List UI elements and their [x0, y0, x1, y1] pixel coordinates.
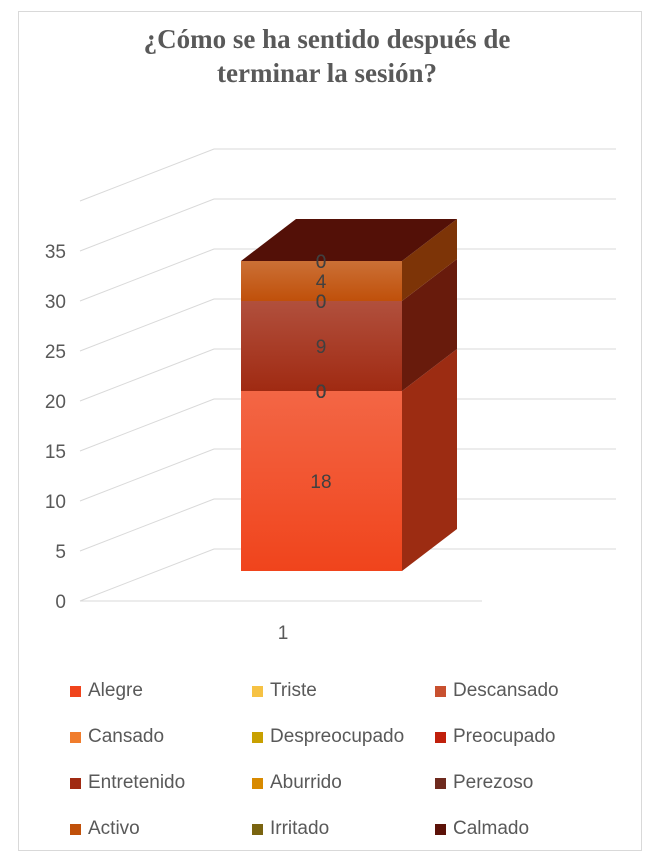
bar-top-face: [241, 219, 457, 261]
chart-title-line-2: terminar la sesión?: [217, 58, 437, 88]
y-tick-label: 30: [45, 292, 66, 313]
y-tick-label: 10: [45, 492, 66, 513]
legend-swatch: [70, 777, 81, 789]
gridline: [79, 498, 616, 552]
legend-label: Irritado: [270, 818, 330, 839]
gridlines: [79, 148, 616, 602]
gridline: [79, 348, 616, 402]
legend-label: Despreocupado: [270, 726, 405, 747]
bar-segment-front-entretenido: [241, 301, 402, 391]
legend-swatch: [435, 685, 446, 697]
bar-segment-side-alegre: [402, 349, 457, 571]
gridline: [79, 398, 616, 452]
y-tick-label: 15: [45, 442, 66, 463]
data-label-despreocupado: 0: [316, 382, 327, 403]
data-label-activo: 4: [316, 272, 327, 293]
legend-item-entretenido: Entretenido: [70, 772, 185, 794]
legend-item-triste: Triste: [252, 680, 317, 702]
legend-item-irritado: Irritado: [252, 818, 329, 840]
data-label-aburrido: 0: [316, 292, 327, 313]
bar-segment-side-activo: [402, 219, 457, 301]
legend-item-cansado: Cansado: [70, 726, 164, 748]
legend-label: Perezoso: [453, 772, 534, 793]
legend-label: Alegre: [88, 680, 143, 701]
legend-swatch: [435, 823, 446, 835]
y-tick-label: 5: [55, 542, 66, 563]
data-label-calmado: 0: [316, 252, 327, 273]
legend-label: Aburrido: [270, 772, 342, 793]
legend-swatch: [252, 731, 263, 743]
bar-segment-front-activo: [241, 261, 402, 301]
data-label-descansado: 0: [316, 382, 327, 403]
legend-item-descansado: Descansado: [435, 680, 559, 702]
legend-item-activo: Activo: [70, 818, 140, 840]
gridline: [79, 548, 616, 602]
legend-swatch: [435, 731, 446, 743]
data-label-perezoso: 0: [316, 292, 327, 313]
legend-swatch: [70, 731, 81, 743]
legend-swatch: [435, 777, 446, 789]
y-tick-label: 25: [45, 342, 66, 363]
gridline: [79, 198, 616, 252]
x-tick-label: 1: [278, 623, 289, 644]
bar-segment-side-entretenido: [402, 259, 457, 391]
data-label-cansado: 0: [316, 382, 327, 403]
legend-swatch: [252, 823, 263, 835]
chart-title-line-1: ¿Cómo se ha sentido después de: [143, 24, 511, 54]
legend-label: Activo: [88, 818, 140, 839]
legend-label: Preocupado: [453, 726, 556, 747]
legend-swatch: [252, 685, 263, 697]
data-label-entretenido: 9: [316, 337, 327, 358]
y-tick-label: 35: [45, 242, 66, 263]
bar-segment-front-alegre: [241, 391, 402, 571]
gridline: [79, 248, 616, 302]
legend-item-aburrido: Aburrido: [252, 772, 342, 794]
legend-swatch: [70, 685, 81, 697]
legend-item-perezoso: Perezoso: [435, 772, 533, 794]
y-tick-label: 20: [45, 392, 66, 413]
gridline: [79, 448, 616, 502]
legend-item-calmado: Calmado: [435, 818, 529, 840]
chart-title: ¿Cómo se ha sentido después de terminar …: [0, 22, 654, 90]
legend-item-preocupado: Preocupado: [435, 726, 555, 748]
legend-label: Triste: [270, 680, 317, 701]
data-label-irritado: 0: [316, 252, 327, 273]
legend-swatch: [252, 777, 263, 789]
legend-label: Entretenido: [88, 772, 186, 793]
legend-item-despreocupado: Despreocupado: [252, 726, 404, 748]
data-label-triste: 0: [316, 382, 327, 403]
legend-label: Calmado: [453, 818, 530, 839]
y-tick-label: 0: [55, 592, 66, 613]
legend-item-alegre: Alegre: [70, 680, 143, 702]
gridline: [79, 298, 616, 352]
data-label-alegre: 18: [310, 472, 331, 493]
gridline: [79, 148, 616, 202]
legend-swatch: [70, 823, 81, 835]
legend-label: Descansado: [453, 680, 559, 701]
data-label-preocupado: 0: [316, 382, 327, 403]
legend-label: Cansado: [88, 726, 165, 747]
